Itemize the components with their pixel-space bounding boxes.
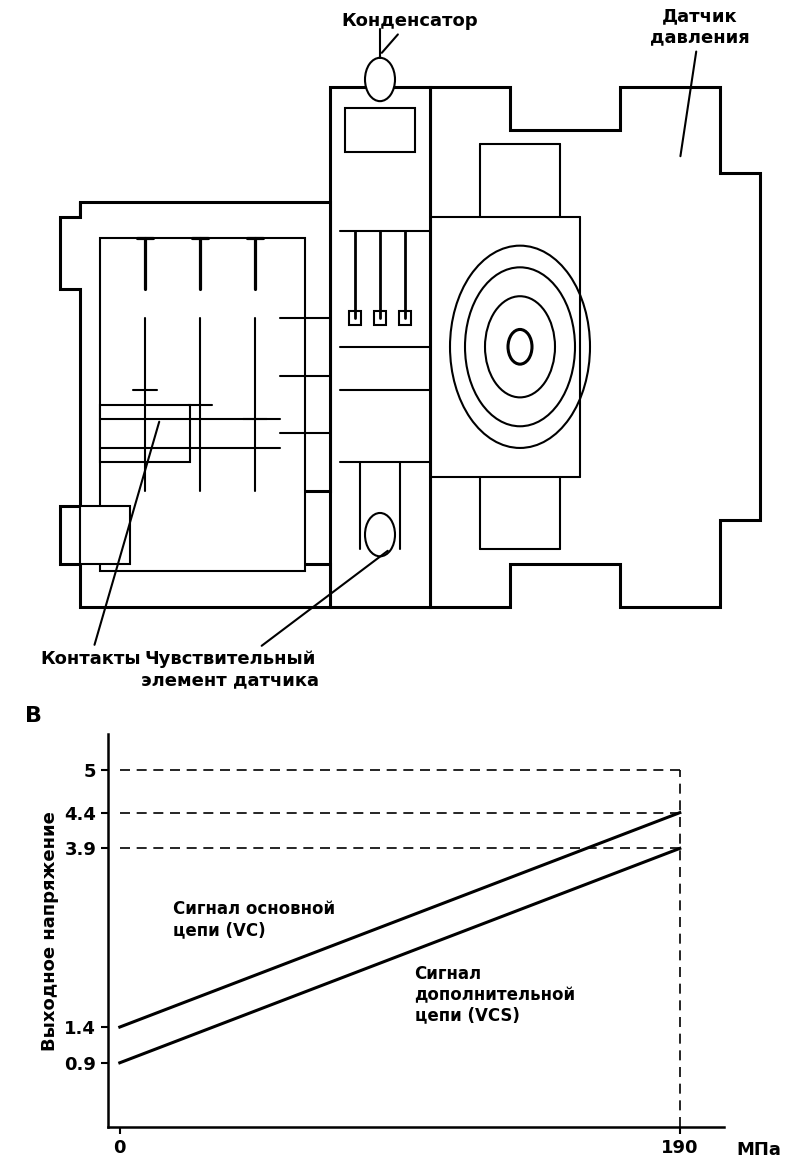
- Text: Конденсатор: Конденсатор: [342, 12, 478, 53]
- Text: Контакты: Контакты: [40, 422, 159, 668]
- Bar: [374, 311, 386, 325]
- Text: Датчик
давления: Датчик давления: [650, 7, 750, 156]
- Circle shape: [450, 245, 590, 447]
- Polygon shape: [330, 87, 430, 607]
- Bar: [100, 238, 305, 571]
- Y-axis label: Выходное напряжение: Выходное напряжение: [41, 810, 58, 1051]
- Circle shape: [465, 267, 575, 427]
- Bar: [399, 311, 411, 325]
- Circle shape: [365, 513, 395, 556]
- Circle shape: [365, 58, 395, 101]
- Bar: [345, 109, 415, 151]
- Circle shape: [485, 296, 555, 398]
- Text: Чувствительный
элемент датчика: Чувствительный элемент датчика: [141, 550, 388, 689]
- Text: В: В: [25, 706, 42, 726]
- Text: Сигнал основной
цепи (VC): Сигнал основной цепи (VC): [173, 901, 335, 940]
- Bar: [100, 405, 190, 462]
- Text: Сигнал
дополнительной
цепи (VCS): Сигнал дополнительной цепи (VCS): [414, 965, 576, 1024]
- Bar: [80, 506, 130, 563]
- Text: МПа: МПа: [736, 1141, 781, 1156]
- Polygon shape: [430, 87, 760, 607]
- Polygon shape: [60, 202, 330, 607]
- Bar: [349, 311, 361, 325]
- Circle shape: [508, 329, 532, 364]
